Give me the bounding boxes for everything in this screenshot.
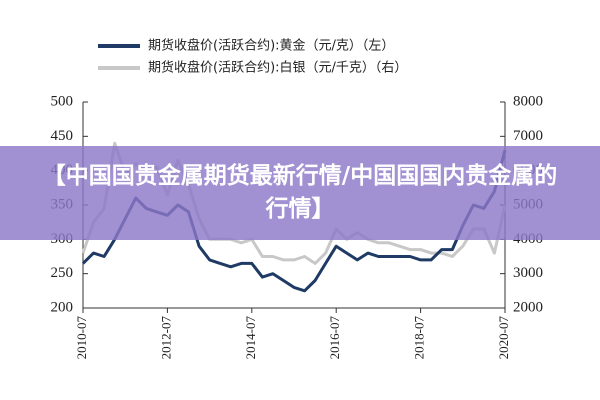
y2-tick-label: 7000: [513, 128, 543, 144]
y-tick-label: 450: [51, 128, 74, 144]
y2-tick-label: 2000: [513, 299, 543, 315]
banner: 【中国国贵金属期货最新行情/中国国国内贵金属的行情】: [0, 146, 600, 240]
y2-tick-label: 3000: [513, 265, 543, 281]
y-tick-label: 250: [51, 265, 74, 281]
banner-text: 【中国国贵金属期货最新行情/中国国国内贵金属的行情】: [42, 163, 558, 222]
x-tick-label: 2020-07: [496, 316, 511, 360]
y-tick-label: 500: [51, 93, 74, 109]
y2-tick-label: 8000: [513, 93, 543, 109]
x-tick-label: 2014-07: [243, 316, 258, 360]
y-tick-label: 200: [51, 299, 74, 315]
x-tick-label: 2018-07: [412, 316, 427, 360]
x-tick-label: 2016-07: [327, 316, 342, 360]
legend-label: 期货收盘价(活跃合约):黄金（元/克）（左）: [148, 38, 394, 54]
x-tick-label: 2012-07: [158, 316, 173, 360]
x-tick-label: 2010-07: [74, 316, 89, 360]
legend-label: 期货收盘价(活跃合约):白银（元/千克）（右）: [148, 60, 407, 76]
